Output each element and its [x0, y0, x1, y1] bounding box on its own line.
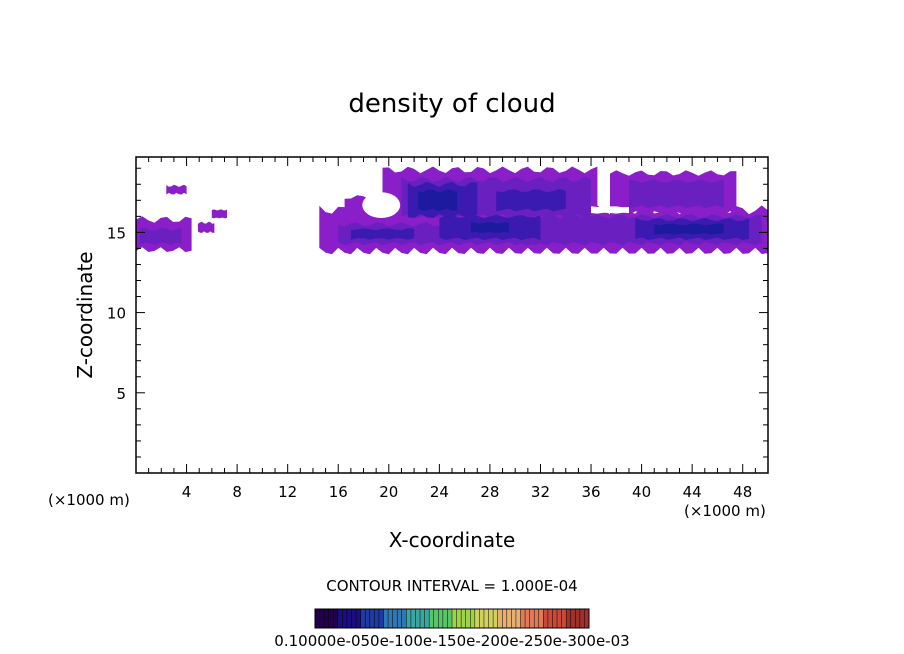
colorbar-segment	[447, 609, 453, 628]
y-axis: 5 10 15	[107, 167, 768, 458]
colorbar-segment	[346, 609, 352, 628]
x-tick-label: 48	[733, 483, 752, 501]
colorbar-segment	[406, 609, 412, 628]
colorbar-segment	[388, 609, 393, 628]
colorbar-segment	[543, 609, 549, 628]
colorbar-segment	[534, 609, 540, 628]
cloud-field	[136, 166, 768, 255]
x-tick-label: 40	[632, 483, 651, 501]
x-tick-label: 16	[329, 483, 348, 501]
colorbar-segment	[506, 609, 512, 628]
colorbar-segment	[415, 609, 421, 628]
cloud-peak-24	[417, 189, 458, 211]
colorbar	[314, 608, 590, 629]
colorbar-segment	[493, 609, 498, 628]
colorbar-segment	[483, 609, 489, 628]
colorbar-segment	[488, 609, 494, 628]
y-tick-label: 15	[107, 224, 126, 242]
cloud-right-upper-mid	[629, 179, 724, 208]
colorbar-segment	[515, 609, 521, 628]
x-unit-left: (×1000 m)	[48, 491, 130, 509]
x-tick-label: 28	[480, 483, 499, 501]
colorbar-segment	[424, 609, 430, 628]
cloud-peak-44	[654, 223, 724, 235]
colorbar-segment	[561, 609, 567, 628]
cloud-peak-28	[471, 221, 509, 233]
colorbar-segment	[461, 609, 466, 628]
colorbar-segment	[502, 609, 508, 628]
colorbar-segment	[557, 609, 562, 628]
colorbar-segment	[452, 609, 457, 628]
colorbar-segment	[356, 609, 361, 628]
colorbar-labels: 0.10000e-050e-100e-150e-200e-250e-300e-0…	[274, 632, 629, 650]
colorbar-segment	[351, 609, 357, 628]
x-tick-label: 12	[278, 483, 297, 501]
x-tick-label: 44	[683, 483, 702, 501]
colorbar-segment	[319, 609, 325, 628]
colorbar-segment	[474, 609, 480, 628]
colorbar-segment	[520, 609, 526, 628]
colorbar-segment	[378, 609, 384, 628]
colorbar-segment	[570, 609, 576, 628]
colorbar-segment	[584, 609, 590, 628]
colorbar-segment	[374, 609, 380, 628]
colorbar-segment	[511, 609, 517, 628]
y-axis-label: Z-coordinate	[73, 251, 97, 378]
colorbar-segment	[456, 609, 462, 628]
x-axis-label: X-coordinate	[389, 528, 516, 552]
colorbar-segment	[479, 609, 485, 628]
x-tick-label: 32	[531, 483, 550, 501]
x-tick-label: 4	[182, 483, 192, 501]
colorbar-segment	[420, 609, 425, 628]
colorbar-segment	[575, 609, 581, 628]
colorbar-segment	[410, 609, 416, 628]
colorbar-segment	[497, 609, 503, 628]
colorbar-segment	[552, 609, 558, 628]
x-tick-label: 20	[379, 483, 398, 501]
colorbar-segment	[525, 609, 530, 628]
cloud-gap	[362, 192, 401, 218]
contour-interval-label: CONTOUR INTERVAL = 1.000E-04	[326, 577, 577, 595]
colorbar-segment	[579, 609, 585, 628]
x-tick-label: 24	[430, 483, 449, 501]
colorbar-segment	[401, 609, 407, 628]
colorbar-segment	[365, 609, 371, 628]
colorbar-segment	[465, 609, 471, 628]
colorbar-segment	[397, 609, 403, 628]
x-tick-label: 8	[232, 483, 242, 501]
colorbar-segment	[566, 609, 572, 628]
chart-title: density of cloud	[348, 89, 555, 119]
x-axis: 4 8 12 16 20 24 28 32 36 40 44 48	[148, 157, 756, 501]
colorbar-segment	[433, 609, 439, 628]
cloud-left-mid-puff	[197, 221, 215, 233]
colorbar-segment	[392, 609, 398, 628]
colorbar-segment	[360, 609, 366, 628]
colorbar-segment	[333, 609, 339, 628]
cloud-core-18	[350, 228, 415, 240]
cloud-left-mid-puff-2	[211, 209, 227, 219]
colorbar-frame	[314, 608, 590, 629]
colorbar-segment	[315, 609, 320, 628]
colorbar-segment	[383, 609, 389, 628]
colorbar-segment	[342, 609, 348, 628]
cloud-core-32	[496, 189, 566, 212]
colorbar-segment	[429, 609, 435, 628]
colorbar-segment	[442, 609, 448, 628]
colorbar-segment	[538, 609, 544, 628]
x-unit-right: (×1000 m)	[684, 502, 766, 520]
y-tick-label: 5	[116, 385, 126, 403]
cloud-left-anvil-core	[139, 227, 182, 245]
y-tick-label: 10	[107, 305, 126, 323]
x-tick-label: 36	[581, 483, 600, 501]
colorbar-segment	[337, 609, 343, 628]
cloud-left-puff	[166, 184, 187, 195]
colorbar-segment	[324, 609, 329, 628]
colorbar-segment	[369, 609, 375, 628]
colorbar-segment	[529, 609, 535, 628]
colorbar-segment	[470, 609, 476, 628]
colorbar-segment	[547, 609, 553, 628]
colorbar-segment	[328, 609, 334, 628]
colorbar-segment	[438, 609, 444, 628]
